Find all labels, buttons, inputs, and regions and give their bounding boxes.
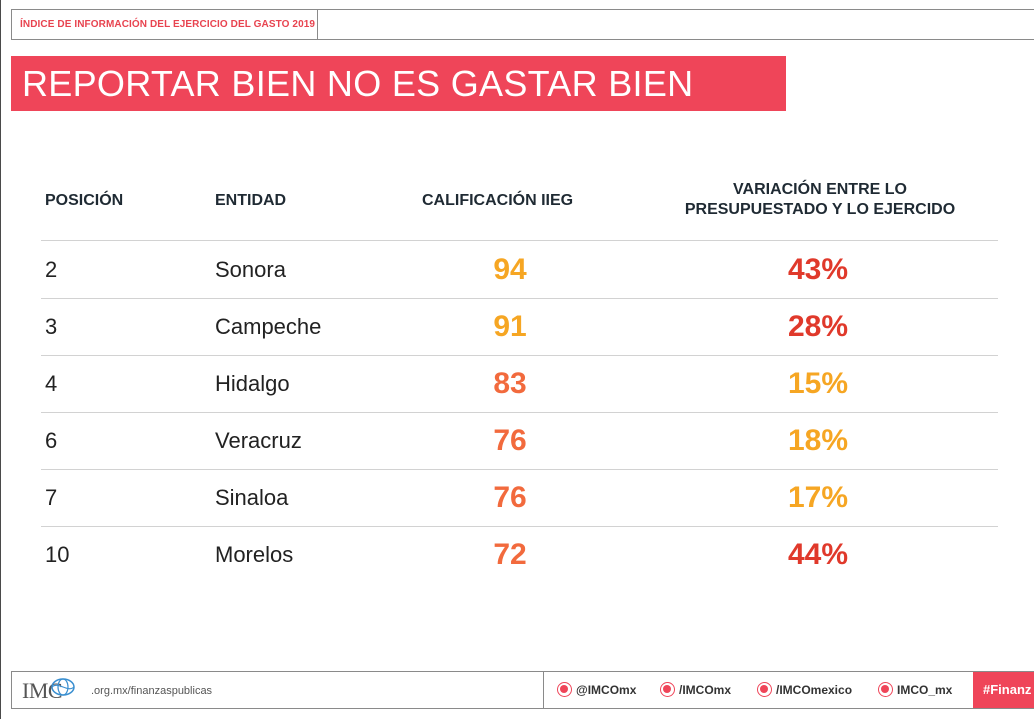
globe-icon bbox=[51, 678, 75, 696]
cell-variacion: 28% bbox=[787, 310, 849, 343]
instagram-icon bbox=[878, 682, 893, 698]
table-row: 4 Hidalgo 83 15% bbox=[0, 355, 1034, 412]
table-divider bbox=[41, 240, 998, 241]
row-divider bbox=[41, 526, 998, 527]
column-header-posicion: POSICIÓN bbox=[45, 192, 124, 209]
logo-text: IMC bbox=[22, 678, 63, 703]
column-header-variacion: VARIACIÓN ENTRE LO PRESUPUESTADO Y LO EJ… bbox=[640, 180, 1000, 220]
table-row: 3 Campeche 91 28% bbox=[0, 298, 1034, 355]
cell-variacion: 18% bbox=[787, 424, 849, 457]
cell-entidad: Sonora bbox=[215, 257, 286, 282]
row-divider bbox=[41, 298, 998, 299]
table-row: 7 Sinaloa 76 17% bbox=[0, 469, 1034, 526]
cell-entidad: Hidalgo bbox=[215, 371, 290, 396]
footer-url[interactable]: .org.mx/finanzaspublicas bbox=[91, 685, 213, 697]
imco-logo[interactable]: IMC bbox=[22, 678, 75, 704]
cell-entidad: Morelos bbox=[215, 542, 294, 567]
cell-calificacion: 91 bbox=[493, 310, 527, 343]
twitter-icon bbox=[557, 682, 572, 698]
column-header-calificacion: CALIFICACIÓN IIEG bbox=[422, 192, 574, 209]
social-facebook[interactable]: /IMCOmx bbox=[660, 672, 731, 708]
top-bar: ÍNDICE DE INFORMACIÓN DEL EJERCICIO DEL … bbox=[11, 9, 1034, 40]
table-row: 6 Veracruz 76 18% bbox=[0, 412, 1034, 469]
cell-calificacion: 94 bbox=[493, 253, 527, 286]
cell-posicion: 4 bbox=[45, 371, 58, 396]
social-youtube-label: /IMCOmexico bbox=[776, 683, 853, 697]
table-row: 2 Sonora 94 43% bbox=[0, 241, 1034, 298]
page-title: REPORTAR BIEN NO ES GASTAR BIEN bbox=[11, 56, 786, 111]
cell-entidad: Sinaloa bbox=[215, 485, 289, 510]
cell-calificacion: 76 bbox=[493, 424, 527, 457]
cell-variacion: 44% bbox=[787, 538, 849, 571]
cell-posicion: 6 bbox=[45, 428, 58, 453]
report-label: ÍNDICE DE INFORMACIÓN DEL EJERCICIO DEL … bbox=[12, 10, 318, 39]
cell-variacion: 17% bbox=[787, 481, 849, 514]
hashtag-badge[interactable]: #Finanz bbox=[973, 672, 1034, 708]
cell-posicion: 7 bbox=[45, 485, 58, 510]
cell-variacion: 43% bbox=[787, 253, 849, 286]
cell-entidad: Veracruz bbox=[215, 428, 302, 453]
row-divider bbox=[41, 469, 998, 470]
social-instagram-label: IMCO_mx bbox=[897, 683, 953, 697]
social-youtube[interactable]: /IMCOmexico bbox=[757, 672, 852, 708]
cell-entidad: Campeche bbox=[215, 314, 322, 339]
row-divider bbox=[41, 412, 998, 413]
row-divider bbox=[41, 355, 998, 356]
table-row: 10 Morelos 72 44% bbox=[0, 526, 1034, 583]
cell-calificacion: 83 bbox=[493, 367, 527, 400]
column-header-variacion-line2: PRESUPUESTADO Y LO EJERCIDO bbox=[684, 201, 956, 218]
cell-posicion: 3 bbox=[45, 314, 58, 339]
column-header-variacion-line1: VARIACIÓN ENTRE LO bbox=[733, 181, 907, 198]
cell-posicion: 2 bbox=[45, 257, 58, 282]
column-header-entidad: ENTIDAD bbox=[215, 192, 287, 209]
cell-posicion: 10 bbox=[45, 542, 70, 567]
social-twitter-label: @IMCOmx bbox=[576, 683, 637, 697]
social-twitter[interactable]: @IMCOmx bbox=[557, 672, 636, 708]
facebook-icon bbox=[660, 682, 675, 698]
youtube-icon bbox=[757, 682, 772, 698]
footer-brand: IMC .org.mx/finanzaspublicas bbox=[12, 672, 544, 708]
cell-calificacion: 76 bbox=[493, 481, 527, 514]
cell-variacion: 15% bbox=[787, 367, 849, 400]
social-instagram[interactable]: IMCO_mx bbox=[878, 672, 952, 708]
cell-calificacion: 72 bbox=[493, 538, 527, 571]
social-facebook-label: /IMCOmx bbox=[679, 683, 732, 697]
footer: IMC .org.mx/finanzaspublicas @IMCOmx /IM… bbox=[11, 671, 1034, 709]
